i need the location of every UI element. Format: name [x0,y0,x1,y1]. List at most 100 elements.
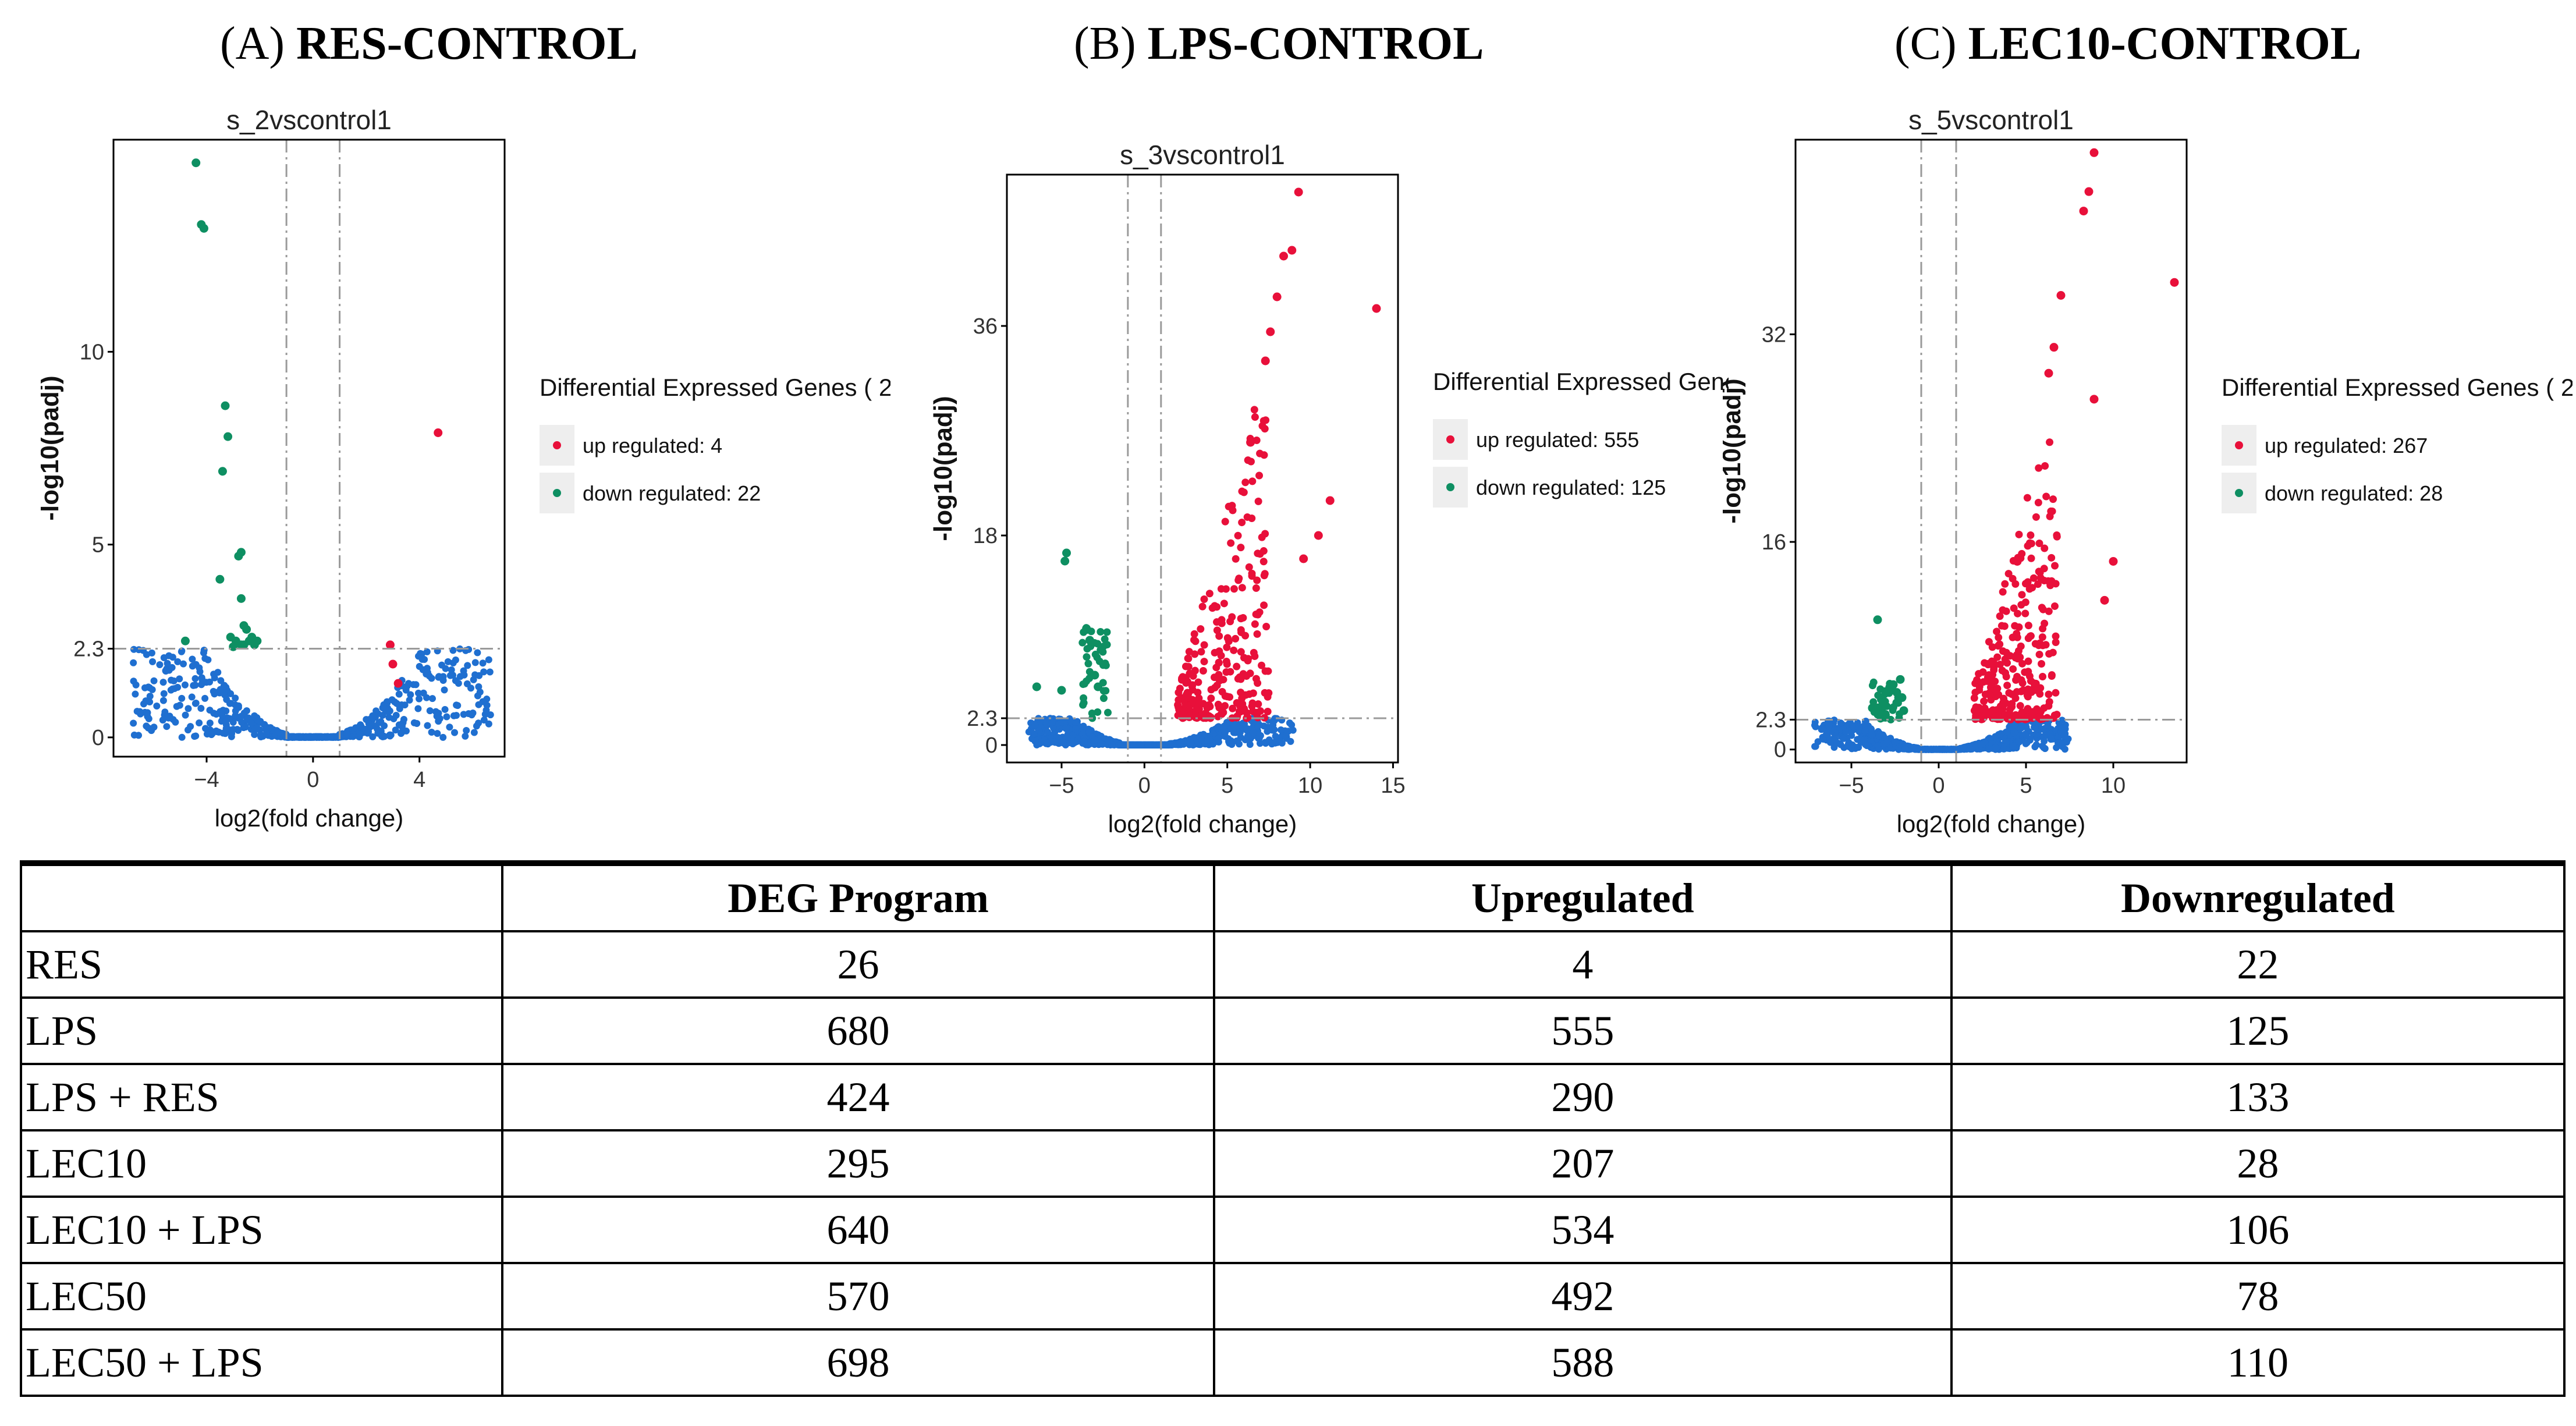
table-row-label: LEC10 + LPS [19,1196,504,1264]
gene-point [1032,682,1041,691]
gene-point [470,729,478,736]
gene-point [2011,622,2019,630]
gene-point [1191,650,1199,658]
gene-point [1230,723,1238,730]
gene-point [172,718,179,726]
gene-point [438,661,446,669]
gene-point [1269,726,1276,734]
table-row-label: LEC10 [19,1129,504,1198]
gene-point [150,677,158,684]
gene-point [2016,702,2024,710]
gene-point [1997,730,2004,737]
gene-point [395,690,403,698]
gene-point [1085,636,1094,645]
gene-point [463,727,470,735]
table-cell: 534 [1212,1196,1953,1264]
gene-point [2002,738,2010,746]
gene-point [310,733,318,741]
gene-point [1279,251,1289,261]
gene-point [1372,304,1381,313]
gene-point [428,675,435,682]
gene-point [1221,517,1229,526]
gene-point [1130,741,1138,749]
gene-point [2035,464,2043,472]
gene-point [1188,696,1197,704]
gene-point [1261,425,1269,433]
gene-point [1882,688,1890,696]
gene-point [1244,714,1252,722]
gene-point [2109,556,2118,566]
gene-point [378,732,385,740]
gene-point [174,658,182,665]
gene-point [1988,643,1996,651]
table-cell: 78 [1950,1262,2566,1331]
legend-down-marker [1446,483,1454,491]
gene-point [385,714,393,721]
gene-point [1090,671,1099,680]
y-tick-label: 0 [1774,738,1786,762]
gene-point [1214,700,1222,708]
gene-point [220,682,228,690]
x-tick-label: 0 [1932,774,1945,798]
gene-point [2089,395,2099,404]
gene-point [210,687,217,695]
gene-point [1882,711,1890,719]
x-tick-label: 0 [307,768,319,792]
gene-point [2010,742,2017,750]
gene-point [1238,706,1246,714]
gene-point [1088,710,1096,718]
gene-point [135,646,143,654]
gene-point [1094,682,1103,691]
gene-point [2013,556,2022,566]
gene-point [1822,730,1830,738]
upregulated-points [1174,187,1381,722]
gene-point [388,659,398,669]
gene-point [480,668,488,676]
table-cell: 4 [1212,930,1953,999]
gene-point [2027,677,2035,685]
gene-point [2022,730,2029,738]
gene-point [257,718,264,725]
gene-point [2045,690,2053,698]
gene-point [1999,588,2007,596]
gene-point [1091,736,1099,744]
gene-point [191,733,198,740]
gene-point [2013,630,2021,638]
gene-point [1837,741,1844,749]
x-axis-label: log2(fold change) [1108,810,1297,838]
gene-point [1221,702,1229,710]
gene-point [356,730,364,738]
gene-point [1203,704,1211,712]
gene-point [1194,678,1202,686]
gene-point [1197,648,1205,656]
gene-point [150,723,158,731]
gene-point [454,702,462,710]
gene-point [1252,584,1260,592]
gene-point [1220,723,1227,730]
gene-point [1861,736,1868,744]
gene-point [1190,636,1198,644]
gene-point [1264,693,1272,701]
legend-entry-label: down regulated: 125 [1476,476,1666,499]
gene-point [2038,660,2046,668]
gene-point [475,683,482,690]
gene-point [161,708,169,716]
gene-point [130,659,137,666]
gene-point [392,726,399,734]
gene-point [1226,618,1234,626]
gene-point [471,659,479,666]
gene-point [1265,736,1273,744]
gene-point [416,695,423,703]
gene-point [2022,740,2029,747]
gene-point [1211,602,1219,610]
gene-point [253,636,262,645]
gene-point [2003,728,2011,736]
x-tick-label: 5 [1221,774,1233,798]
gene-point [327,733,335,741]
gene-point [2029,708,2037,716]
gene-point [486,668,494,676]
gene-point [1876,730,1884,737]
table-cell: 22 [1950,930,2566,999]
gene-point [1205,590,1214,598]
gene-point [1967,746,1974,753]
